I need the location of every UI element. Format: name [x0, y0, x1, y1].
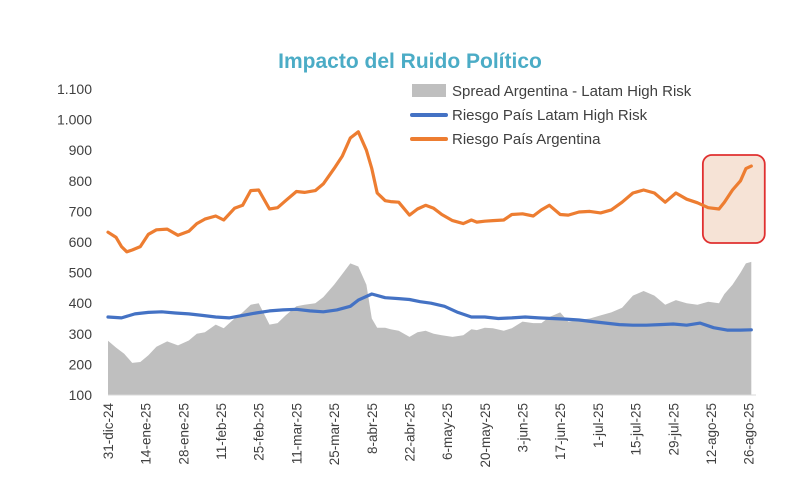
y-tick-label: 700 — [69, 203, 93, 219]
y-tick-label: 900 — [69, 142, 93, 158]
series-area-spread — [108, 261, 752, 395]
legend-label-spread: Spread Argentina - Latam High Risk — [452, 83, 692, 100]
y-tick-label: 600 — [69, 234, 93, 250]
y-tick-label: 1.000 — [57, 112, 92, 128]
y-tick-label: 800 — [69, 173, 93, 189]
y-tick-label: 1.100 — [57, 81, 92, 97]
legend-label-latam: Riesgo País Latam High Risk — [452, 107, 648, 124]
legend: Spread Argentina - Latam High Risk Riesg… — [410, 83, 692, 148]
chart-title: Impacto del Ruido Político — [278, 50, 542, 73]
x-tick-label: 28-ene-25 — [176, 403, 191, 465]
x-axis: 31-dic-24 14-ene-25 28-ene-25 11-feb-25 25-f… — [101, 403, 757, 468]
x-tick-label: 31-dic-24 — [101, 403, 116, 460]
x-tick-label: 12-ago-25 — [704, 403, 719, 465]
highlight-region — [701, 154, 766, 244]
x-tick-label: 8-abr-25 — [365, 403, 380, 454]
y-tick-label: 500 — [69, 265, 93, 281]
y-tick-label: 400 — [69, 295, 93, 311]
x-tick-label: 25-mar-25 — [327, 403, 342, 465]
x-tick-label: 1-jul-25 — [591, 403, 606, 448]
highlight-box — [701, 154, 766, 244]
x-tick-label: 15-jul-25 — [629, 403, 644, 456]
x-tick-label: 11-mar-25 — [289, 403, 304, 464]
x-tick-label: 3-jun-25 — [516, 403, 531, 453]
x-tick-label: 14-ene-25 — [139, 403, 154, 465]
x-tick-label: 25-feb-25 — [252, 403, 267, 461]
legend-label-argentina: Riesgo País Argentina — [452, 131, 601, 148]
x-tick-label: 6-may-25 — [440, 403, 455, 460]
x-tick-label: 17-jun-25 — [553, 403, 568, 460]
x-tick-label: 20-may-25 — [478, 403, 493, 468]
x-tick-label: 26-ago-25 — [742, 403, 757, 465]
y-tick-label: 200 — [69, 356, 93, 372]
legend-swatch-spread — [412, 84, 446, 97]
series-line-latam — [106, 292, 753, 332]
lines-layer — [106, 130, 753, 332]
x-tick-label: 22-abr-25 — [402, 403, 417, 462]
y-tick-label: 300 — [69, 326, 93, 342]
y-tick-label: 100 — [69, 387, 93, 403]
y-axis: 100 200 300 400 500 600 700 800 900 1.000 1.100 — [57, 81, 92, 403]
x-tick-label: 11-feb-25 — [214, 403, 229, 460]
series-line-argentina — [106, 130, 753, 254]
spread-area-layer — [108, 261, 752, 395]
x-tick-label: 29-jul-25 — [666, 403, 681, 456]
